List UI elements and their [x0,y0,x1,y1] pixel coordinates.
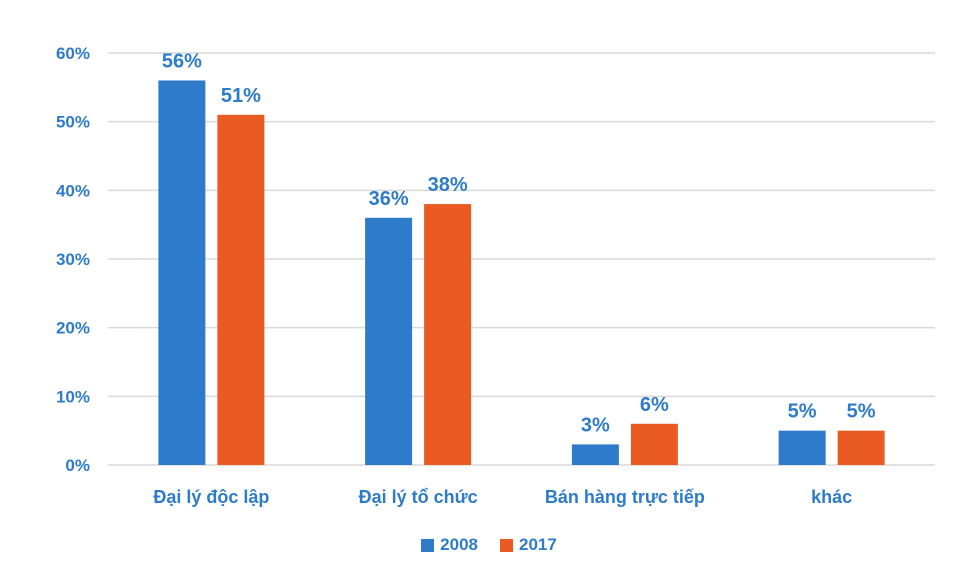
x-category-label: Đại lý tổ chức [359,487,478,507]
bar-2008 [778,430,826,465]
y-tick-label: 50% [56,113,90,132]
legend-label-2017: 2017 [519,535,557,554]
legend-swatch-2017 [500,538,513,552]
legend-item-2017: 2017 [500,535,557,555]
y-tick-label: 10% [56,387,90,406]
bar-2017 [424,204,472,466]
data-label-2008: 3% [581,414,610,436]
data-labels: 56% 51% 36% 38% 3% 6% 5% 5% [162,50,876,436]
legend-swatch-2008 [421,538,435,552]
x-category-label: Đại lý độc lập [153,487,269,507]
data-label-2017: 38% [428,174,468,196]
bar-2017 [217,114,265,466]
data-label-2017: 5% [847,401,876,423]
y-tick-label: 40% [56,181,90,200]
legend: 2008 2017 [0,535,978,555]
y-tick-label: 30% [56,250,90,269]
y-axis-tick-labels: 0% 10% 20% 30% 40% 50% 60% [56,44,90,475]
bar-2008 [158,80,206,465]
bar-2017 [837,430,885,465]
x-category-label: khác [811,487,852,507]
data-label-2008: 5% [788,401,817,423]
y-tick-label: 20% [56,319,90,338]
legend-label-2008: 2008 [440,535,478,554]
data-label-2017: 51% [221,85,261,107]
y-tick-label: 0% [65,456,90,475]
bar-2017 [630,423,678,465]
legend-item-2008: 2008 [421,535,478,555]
data-label-2008: 36% [369,188,409,210]
y-tick-label: 60% [56,44,90,63]
x-category-label: Bán hàng trực tiếp [545,487,705,507]
data-label-2008: 56% [162,50,202,72]
bar-2008 [571,444,619,465]
bar-2008 [365,217,413,465]
x-axis-category-labels: Đại lý độc lập Đại lý tổ chức Bán hàng trự… [153,487,852,507]
data-label-2017: 6% [640,394,669,416]
bars [158,80,885,466]
